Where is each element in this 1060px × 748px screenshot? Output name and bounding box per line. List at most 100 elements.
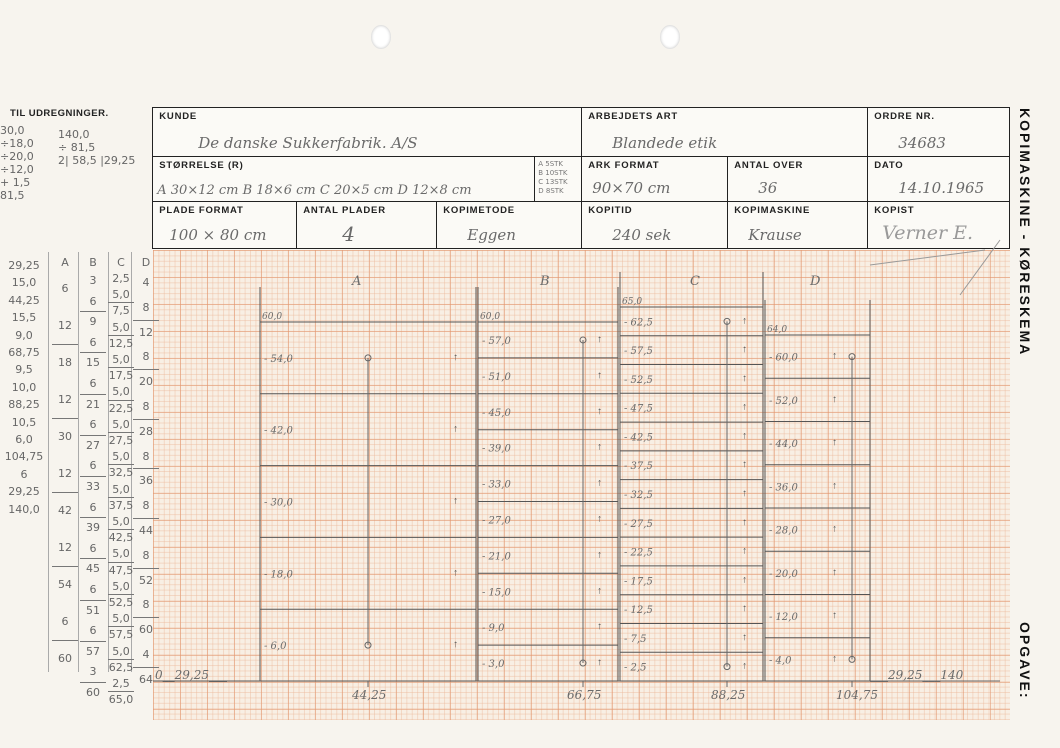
calc-value: 12,5 [108,336,134,350]
calc-value: 8 [133,345,159,371]
task-label: OPGAVE: [1017,622,1033,700]
antal-over-value: 36 [758,179,778,198]
calc-block-a: 30,0 ÷18,0 ÷20,0 ÷12,0 + 1,5 81,5 [0,124,34,202]
calc-line: ÷12,0 [0,163,34,176]
calc-value: 9 [89,315,97,329]
calc-line: 30,0 [0,124,25,137]
calc-value: 5,0 [108,352,134,369]
calc-value: 5,0 [108,546,134,563]
column-head: C [117,256,125,269]
label: KUNDE [159,111,198,123]
field-antal-over: ANTAL OVER 36 [727,156,869,203]
label: PLADE FORMAT [159,205,244,217]
antal-plader-value: 4 [342,222,355,247]
calc-value: 28 [139,424,153,438]
order-form: KUNDE De danske Sukkerfabrik. A/S ARBEJD… [152,107,1011,250]
calc-value: 4 [133,643,159,668]
calc-title: TIL UDREGNINGER. [10,108,109,119]
calc-column-a: A 6 12 18 12 30 12 42 12 54 6 60 [52,256,78,678]
calc-value: 60 [58,652,72,665]
divider [78,252,79,672]
column-head: D [141,256,151,269]
calc-value: 30 [58,430,72,443]
calc-line: 6,0 [15,433,33,447]
label: ARBEJDETS ART [588,111,678,123]
calc-line: ÷18,0 [0,137,34,150]
calc-value: 54 [58,578,72,591]
calc-value: 20 [139,375,153,389]
stoerrelse-value: A 30×12 cm B 18×6 cm C 20×5 cm D 12×8 cm [157,183,472,199]
calc-value: 6 [80,374,106,395]
kunde-value: De danske Sukkerfabrik. A/S [198,134,418,153]
calc-value: 5,0 [108,482,134,498]
calc-value: 5,0 [108,579,134,596]
calc-value: 21 [86,397,100,411]
label: ANTAL PLADER [303,205,386,217]
piece-count: C 13STK [538,178,568,187]
calc-line: 88,25 [8,398,40,412]
calc-value: 8 [133,296,159,321]
arbejdets-art-value: Blandede etik [612,134,718,153]
field-stoerrelse: STØRRELSE (R) A 30×12 cm B 18×6 cm C 20×… [152,156,536,203]
kopimetode-value: Eggen [467,226,516,245]
calc-value: 52 [139,573,153,587]
calc-value: 8 [133,445,159,470]
field-antal-plader: ANTAL PLADER 4 [296,201,438,250]
piece-count: D 8STK [538,187,564,196]
calc-value: 51 [86,603,100,617]
divider [131,252,132,672]
piece-count: A 5STK [538,160,564,169]
punch-hole [371,25,391,49]
calc-value: 37,5 [108,498,134,512]
calc-value: 6 [80,621,106,642]
field-pladeformat: PLADE FORMAT 100 × 80 cm [152,201,298,250]
calc-value: 8 [133,544,159,569]
calc-line: 104,75 [4,450,44,464]
kopimaskine-value: Krause [748,226,802,245]
calc-value: 5,0 [108,384,134,401]
dato-value: 14.10.1965 [898,179,985,198]
label: DATO [874,160,904,172]
calc-value: 12 [52,530,78,567]
calc-value: 3 [80,662,106,683]
calc-line: 44,25 [8,293,40,307]
calc-value: 65,0 [108,693,134,707]
calc-line: 15,0 [11,276,37,290]
calc-line: 10,0 [11,380,37,394]
calc-value: 42,5 [108,531,134,545]
sum-column: 29,25 15,0 44,25 15,5 9,0 68,75 9,5 10,0 88,25 10… [0,258,48,519]
calc-value: 5,0 [108,644,134,660]
calc-line: 15,5 [11,311,37,325]
column-head: A [61,256,69,269]
calc-value: 5,0 [108,417,134,434]
calc-line: ÷20,0 [0,150,34,163]
calc-value: 12 [52,308,78,345]
calc-value: 6 [80,539,106,560]
calc-line: ÷ 81,5 [58,141,96,154]
label: KOPIST [874,205,915,217]
calc-value: 18 [58,356,72,369]
calc-value: 8 [133,494,159,519]
calc-value: 36 [139,474,153,488]
calc-value: 7,5 [112,304,130,318]
calc-block-b: 140,0 ÷ 81,5 2| 58,5 |29,25 [58,128,135,167]
calc-line: 9,5 [15,363,33,377]
calc-value: 5,0 [108,320,134,336]
calc-line: 68,75 [8,346,40,360]
kopitid-value: 240 sek [612,226,672,245]
label: KOPIMASKINE [734,205,811,217]
calc-value: 39 [86,521,100,535]
calc-line: 29,25 [8,485,40,499]
calc-line: 2| 58,5 |29,25 [58,154,136,167]
calc-value: 52,5 [108,596,134,610]
calc-value: 12 [52,456,78,493]
punch-hole [660,25,680,49]
calc-value: 32,5 [108,466,134,480]
calc-value: 60 [86,685,100,699]
calc-value: 5,0 [108,514,134,531]
calc-value: 22,5 [108,401,134,415]
graph-paper [153,250,1010,720]
calc-value: 3 [89,274,97,287]
calc-value: 47,5 [108,563,134,577]
calc-value: 12 [52,382,78,419]
